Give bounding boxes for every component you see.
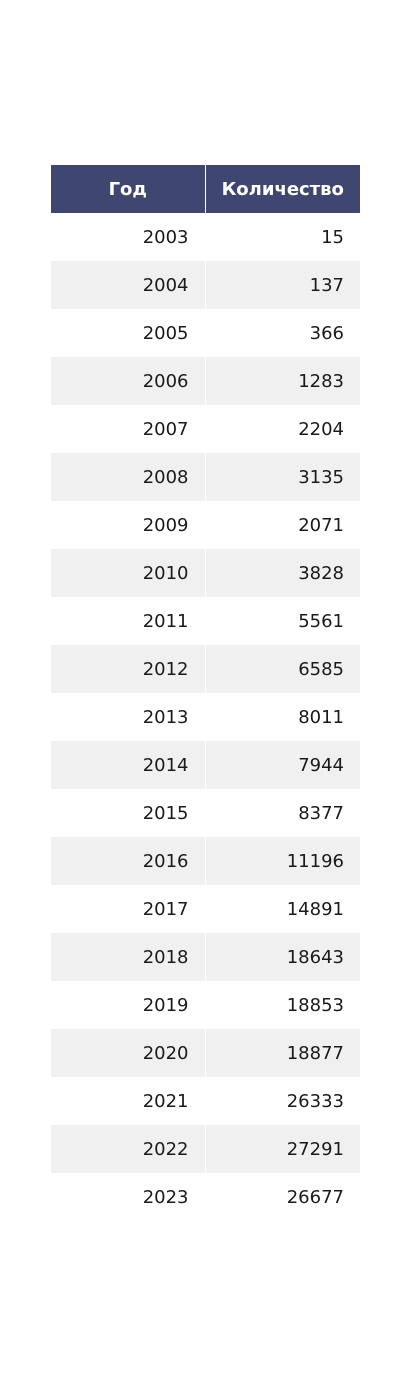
cell-count: 8377: [205, 789, 360, 837]
table-row: 2003 15: [51, 213, 360, 261]
cell-year: 2003: [51, 213, 206, 261]
cell-count: 366: [205, 309, 360, 357]
cell-count: 11196: [205, 837, 360, 885]
data-table-container: Год Количество 2003 15 2004 137 2005 366 2006 1…: [51, 165, 360, 1221]
cell-year: 2004: [51, 261, 206, 309]
cell-year: 2007: [51, 405, 206, 453]
cell-count: 18853: [205, 981, 360, 1029]
cell-count: 2204: [205, 405, 360, 453]
table-body: 2003 15 2004 137 2005 366 2006 1283 2007 2204 2008…: [51, 213, 360, 1221]
table-row: 2019 18853: [51, 981, 360, 1029]
table-row: 2006 1283: [51, 357, 360, 405]
table-header: Год Количество: [51, 165, 360, 213]
table-row: 2018 18643: [51, 933, 360, 981]
table-row: 2020 18877: [51, 1029, 360, 1077]
table-row: 2011 5561: [51, 597, 360, 645]
cell-year: 2014: [51, 741, 206, 789]
table-row: 2016 11196: [51, 837, 360, 885]
cell-year: 2015: [51, 789, 206, 837]
header-count: Количество: [205, 165, 360, 213]
cell-year: 2018: [51, 933, 206, 981]
cell-year: 2012: [51, 645, 206, 693]
cell-count: 3828: [205, 549, 360, 597]
cell-count: 26333: [205, 1077, 360, 1125]
cell-year: 2021: [51, 1077, 206, 1125]
cell-count: 8011: [205, 693, 360, 741]
cell-count: 1283: [205, 357, 360, 405]
cell-count: 26677: [205, 1173, 360, 1221]
header-year: Год: [51, 165, 206, 213]
cell-count: 2071: [205, 501, 360, 549]
table-row: 2005 366: [51, 309, 360, 357]
cell-year: 2008: [51, 453, 206, 501]
cell-year: 2022: [51, 1125, 206, 1173]
cell-year: 2011: [51, 597, 206, 645]
table-row: 2007 2204: [51, 405, 360, 453]
cell-count: 5561: [205, 597, 360, 645]
cell-count: 14891: [205, 885, 360, 933]
cell-year: 2017: [51, 885, 206, 933]
data-table: Год Количество 2003 15 2004 137 2005 366 2006 1…: [51, 165, 360, 1221]
table-row: 2014 7944: [51, 741, 360, 789]
table-row: 2004 137: [51, 261, 360, 309]
cell-year: 2010: [51, 549, 206, 597]
cell-count: 137: [205, 261, 360, 309]
table-row: 2022 27291: [51, 1125, 360, 1173]
cell-year: 2009: [51, 501, 206, 549]
table-row: 2009 2071: [51, 501, 360, 549]
table-row: 2015 8377: [51, 789, 360, 837]
cell-count: 3135: [205, 453, 360, 501]
cell-year: 2016: [51, 837, 206, 885]
table-row: 2013 8011: [51, 693, 360, 741]
cell-count: 7944: [205, 741, 360, 789]
cell-year: 2019: [51, 981, 206, 1029]
table-row: 2017 14891: [51, 885, 360, 933]
cell-count: 27291: [205, 1125, 360, 1173]
cell-count: 6585: [205, 645, 360, 693]
table-row: 2010 3828: [51, 549, 360, 597]
table-row: 2021 26333: [51, 1077, 360, 1125]
cell-year: 2023: [51, 1173, 206, 1221]
header-row: Год Количество: [51, 165, 360, 213]
cell-count: 18643: [205, 933, 360, 981]
table-row: 2008 3135: [51, 453, 360, 501]
cell-count: 15: [205, 213, 360, 261]
table-row: 2023 26677: [51, 1173, 360, 1221]
cell-year: 2006: [51, 357, 206, 405]
cell-year: 2013: [51, 693, 206, 741]
cell-count: 18877: [205, 1029, 360, 1077]
cell-year: 2020: [51, 1029, 206, 1077]
cell-year: 2005: [51, 309, 206, 357]
table-row: 2012 6585: [51, 645, 360, 693]
